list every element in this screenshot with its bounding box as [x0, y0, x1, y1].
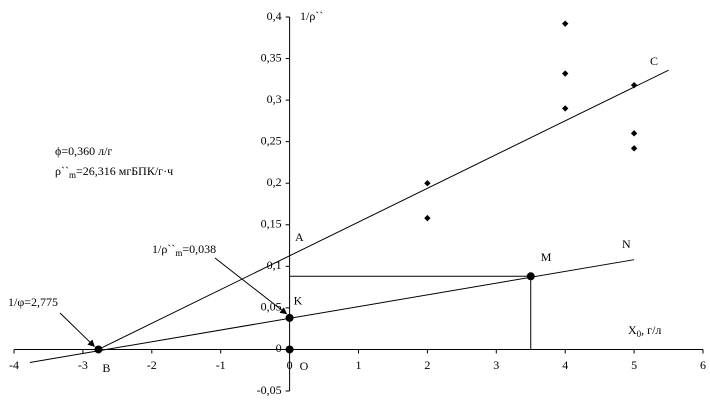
data-point — [424, 180, 431, 187]
data-point — [630, 130, 638, 137]
key-point — [526, 272, 535, 281]
annotation-text: 1/ρ`` — [300, 9, 323, 23]
y-tick-label: 0,35 — [261, 50, 282, 64]
annotation: A — [295, 230, 304, 244]
x-tick-label: 0 — [287, 358, 293, 372]
data-point — [424, 214, 431, 222]
x-tick-label: 3 — [493, 358, 499, 372]
annotation-sub: m — [175, 248, 182, 258]
annotation-text: A — [295, 230, 304, 244]
y-tick-label: 0,1 — [267, 258, 282, 272]
y-tick-label: 0 — [276, 341, 282, 355]
key-point — [285, 345, 294, 354]
y-tick-label: -0,05 — [257, 383, 282, 397]
annotation-text: X — [628, 323, 637, 337]
point-label: K — [294, 294, 303, 308]
annotation-sub: m — [69, 170, 76, 180]
fit-line — [98, 69, 669, 350]
annotation: 1/ρ`` — [300, 9, 323, 23]
key-point — [94, 345, 103, 354]
annotation-text: 1/φ=2,775 — [8, 295, 58, 309]
data-point — [562, 20, 569, 27]
annotation-text: N — [622, 237, 631, 251]
annotation: X0, г/л — [628, 323, 661, 339]
annotation-rest: =0,038 — [182, 242, 216, 256]
data-point — [562, 70, 569, 77]
annotation: ϕ=0,360 л/г — [55, 144, 112, 158]
point-label: M — [541, 250, 552, 264]
y-tick-label: 0,15 — [261, 217, 282, 231]
x-tick-label: -1 — [216, 358, 226, 372]
annotation-text: C — [650, 54, 658, 68]
x-tick-label: -3 — [78, 358, 88, 372]
annotation: C — [650, 54, 658, 68]
y-tick-label: 0,25 — [261, 133, 282, 147]
data-point — [562, 105, 569, 112]
x-tick-label: 2 — [424, 358, 430, 372]
x-tick-label: -4 — [9, 358, 19, 372]
annotation: N — [622, 237, 631, 251]
y-tick-label: 0,2 — [267, 175, 282, 189]
annotation-text: ϕ=0,360 л/г — [55, 144, 112, 158]
point-label: O — [300, 359, 309, 373]
y-tick-label: 0,4 — [267, 9, 282, 23]
arrow — [59, 312, 95, 347]
key-point — [285, 313, 294, 322]
annotation: 1/φ=2,775 — [8, 295, 58, 309]
annotation: ρ``m=26,316 мгБПК/г·ч — [55, 164, 173, 180]
annotation-rest: , г/л — [641, 323, 661, 337]
x-tick-label: 1 — [356, 358, 362, 372]
data-point — [630, 81, 638, 89]
annotation-text: 1/ρ`` — [152, 242, 175, 256]
annotation-text: ρ`` — [55, 164, 69, 178]
x-tick-label: -2 — [147, 358, 157, 372]
annotation: 1/ρ``m=0,038 — [152, 242, 216, 258]
x-tick-label: 4 — [562, 358, 568, 372]
x-tick-label: 6 — [700, 358, 706, 372]
fit-line — [29, 259, 635, 363]
y-tick-label: 0,3 — [267, 92, 282, 106]
annotation-rest: =26,316 мгБПК/г·ч — [76, 164, 173, 178]
point-label: B — [102, 361, 110, 375]
y-tick-label: 0,05 — [261, 300, 282, 314]
annotation-sub: 0 — [637, 329, 642, 339]
x-tick-label: 5 — [631, 358, 637, 372]
arrow — [214, 257, 288, 315]
data-point — [630, 145, 638, 152]
